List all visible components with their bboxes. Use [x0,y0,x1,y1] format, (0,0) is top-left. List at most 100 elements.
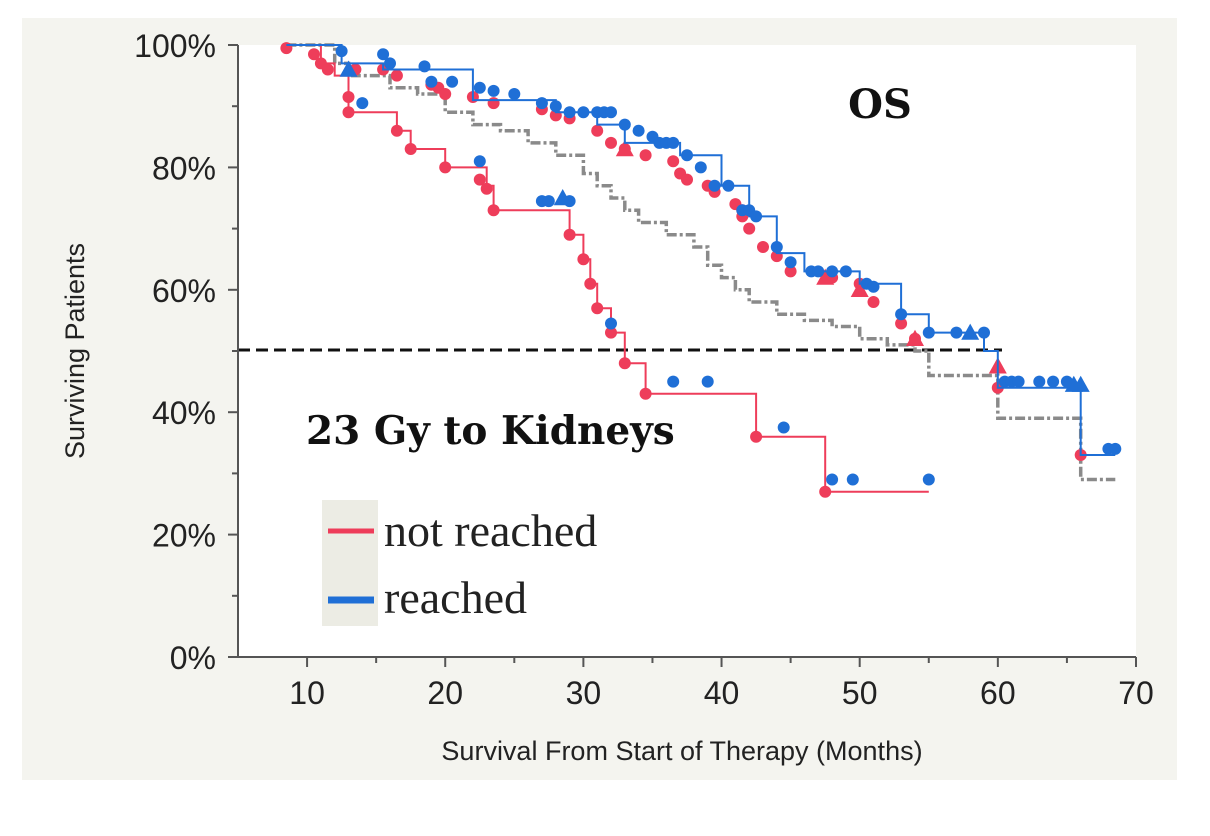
not-reached-censor-dot [757,241,769,253]
reached-censor-dot [473,81,486,94]
reached-censor-dot [384,57,396,70]
not-reached-censor-dot [681,173,693,186]
not-reached-censor-dot [563,228,576,241]
x-ticks: 10 20 30 40 50 60 70 [289,657,1154,711]
reached-censor-dot [1109,442,1122,455]
reached-censor-dot [777,421,790,434]
chart-title-os: OS [848,81,912,128]
reached-censor-dot [535,97,548,110]
not-reached-censor-triangle [816,268,835,285]
reached-censor-dot [667,136,680,149]
reached-censor-dot [377,48,390,61]
not-reached-censor-dot [473,173,486,186]
not-reached-censor-dot [784,265,797,278]
reached-censor-dot [812,265,825,278]
y-tick-label: 60% [152,273,216,309]
reached-censor-dot [473,155,486,168]
legend-background [322,500,378,626]
x-tick-label: 50 [842,675,878,711]
not-reached-censor-dot [404,143,417,155]
x-tick-label: 40 [704,675,740,711]
reached-censor-dot [922,473,935,486]
reached-censor-dot [425,75,438,88]
reached-censor-dot [770,241,783,253]
reached-censor-dot [356,97,369,110]
reached-censor-dot [784,256,797,269]
not-reached-censor-dot [605,326,617,339]
not-reached-censor-dot [577,253,590,266]
legend: not reached reached [322,500,597,626]
not-reached-censor-dot [591,302,604,315]
not-reached-censor-triangle [615,140,634,157]
series-reached [286,44,1122,486]
not-reached-censor-dot [487,97,500,110]
not-reached-censor-dot [750,430,763,443]
not-reached-censor-dot [342,106,355,119]
not-reached-censor-dot [439,161,452,174]
reached-censor-dot [1012,375,1025,388]
reached-censor-triangle [961,323,980,340]
not-reached-censor-dot [591,124,604,137]
reached-censor-dot [542,195,555,208]
reached-censor-dot [605,106,617,119]
reached-censor-dot [839,265,852,278]
series-not-reached [280,42,1087,498]
not-reached-censor-dot [867,296,880,308]
reached-censor-dot [487,84,500,97]
overall-survival-curve [286,43,1116,482]
not-reached-censor-triangle [906,329,924,346]
not-reached-censor-dot [639,387,652,400]
reached-censor-dot [681,149,693,162]
not-reached-censor-dot [639,149,652,162]
not-reached-censor-dot [605,136,617,149]
x-tick-label: 10 [289,675,325,711]
y-tick-label: 40% [152,395,216,431]
not-reached-censor-dot [819,485,832,498]
reached-censor-dot [549,100,562,113]
y-tick-label: 0% [170,640,216,676]
not-reached-censor-dot [390,69,403,82]
y-ticks: 0% 20% 40% 60% 80% 100% [134,28,238,676]
reached-censor-dot [950,326,963,339]
reached-censor-dot [605,317,617,330]
legend-label-reached: reached [384,572,527,623]
reached-censor-dot [335,45,348,58]
reached-censor-dot [667,375,680,388]
not-reached-censor-dot [390,124,403,137]
reached-censor-dot [708,179,721,192]
not-reached-censor-dot [480,182,493,195]
x-tick-label: 20 [427,675,463,711]
reached-censor-dot [1033,375,1046,388]
reached-censor-dot [577,106,590,119]
y-tick-label: 20% [152,518,216,554]
not-reached-censor-dot [667,155,680,168]
not-reached-censor-dot [895,317,908,330]
reached-censor-dot [867,280,880,293]
legend-label-not-reached: not reached [384,505,597,556]
reached-censor-dot [846,473,859,486]
dose-annotation: 23 Gy to Kidneys [306,408,675,454]
reached-censor-dot [750,210,763,223]
not-reached-censor-dot [487,204,500,217]
reached-censor-dot [895,308,908,321]
x-tick-label: 70 [1118,675,1154,711]
reached-censor-dot [618,118,631,131]
not-reached-censor-dot [743,222,756,235]
reached-censor-dot [446,75,459,88]
series-overall [286,43,1116,482]
not-reached-censor-dot [321,63,334,76]
not-reached-censor-dot [584,277,597,290]
not-reached-survival-curve [286,44,929,493]
not-reached-censor-dot [342,91,355,103]
reached-censor-triangle [339,60,358,77]
reached-censor-dot [563,106,576,119]
reached-censor-dot [632,124,645,137]
y-tick-label: 80% [152,150,216,186]
x-axis-label: Survival From Start of Therapy (Months) [441,736,922,766]
not-reached-censor-triangle [850,280,869,297]
reached-censor-dot [701,375,714,388]
reached-censor-dot [978,326,990,339]
not-reached-censor-dot [618,357,631,370]
x-tick-label: 30 [566,675,602,711]
